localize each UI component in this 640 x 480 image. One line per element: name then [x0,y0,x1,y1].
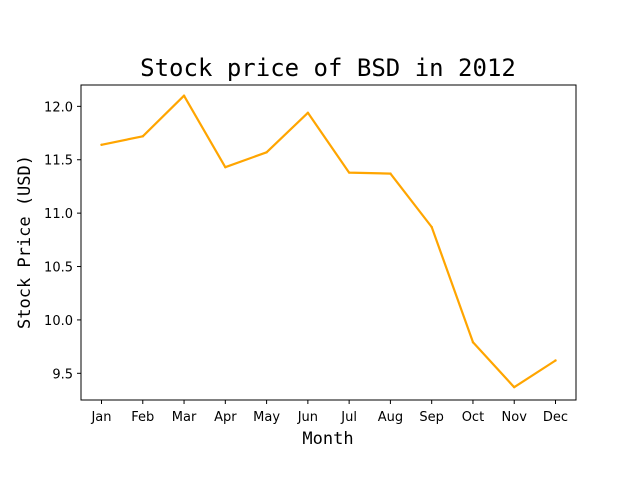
x-tick-label: Jun [297,410,318,425]
series-group [100,94,557,389]
x-tick-label: Dec [543,410,568,425]
y-tick-label: 10.0 [44,314,73,329]
y-axis-label: Stock Price (USD) [15,155,35,329]
x-axis: Jan Feb Mar Apr May Jun Jul Aug Sep Oct Nov Dec [90,400,568,425]
y-tick-label: 9.5 [52,367,73,382]
y-tick-label: 10.5 [44,261,73,276]
x-axis-label: Month [302,429,353,449]
x-tick-label: May [253,410,280,425]
y-tick-label: 11.5 [44,154,73,169]
data-point-jun [306,111,310,114]
data-point-nov [513,385,516,389]
x-tick-label: Oct [462,410,484,425]
x-tick-label: Jul [340,410,357,425]
y-tick-label: 12.0 [44,100,73,115]
x-tick-label: Nov [502,410,528,425]
x-tick-label: Apr [214,410,237,425]
data-point-sep [430,225,433,229]
x-tick-label: Sep [419,410,444,425]
plot-area: Jan Feb Mar Apr May Jun Jul Aug Sep Oct Nov Dec 9.5… [44,84,577,425]
data-point-mar [182,94,186,97]
data-point-jul [347,171,351,174]
y-axis: 9.5 10.0 10.5 11.0 11.5 12.0 [44,100,81,382]
x-tick-label: Mar [172,410,197,425]
series-line [100,94,557,389]
chart-title: Stock price of BSD in 2012 [140,54,516,82]
y-tick-label: 11.0 [44,207,73,222]
data-point-may [265,151,268,154]
x-tick-label: Jan [90,410,111,425]
data-point-aug [389,172,392,175]
x-tick-label: Aug [378,410,403,425]
x-tick-label: Feb [131,410,154,425]
plot-frame [80,84,577,401]
data-point-jan [100,143,103,146]
data-point-oct [471,341,475,344]
data-point-feb [141,135,144,138]
data-point-dec [554,359,557,362]
data-point-apr [224,166,227,169]
